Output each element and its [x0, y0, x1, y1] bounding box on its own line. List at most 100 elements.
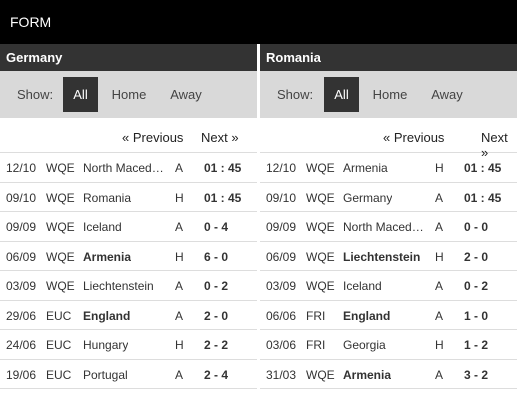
match-competition: WQE: [46, 220, 75, 234]
match-opponent: Armenia: [343, 367, 392, 382]
match-opponent: Romania: [83, 190, 132, 205]
match-date: 06/09: [6, 249, 37, 264]
match-competition: WQE: [46, 161, 75, 175]
match-venue: A: [435, 308, 444, 323]
match-row[interactable]: 06/09 WQE Liechtenstein H 2 - 0: [260, 242, 517, 271]
match-competition: EUC: [46, 338, 72, 352]
show-label: Show:: [17, 87, 54, 102]
previous-link[interactable]: « Previous: [122, 130, 184, 145]
tab-away[interactable]: Away: [170, 87, 202, 102]
match-opponent: England: [83, 308, 131, 323]
match-score: 2 - 2: [204, 338, 229, 352]
match-row[interactable]: 03/09 WQE Liechtenstein A 0 - 2: [0, 271, 257, 301]
match-row[interactable]: 03/09 WQE Iceland A 0 - 2: [260, 271, 517, 301]
match-row[interactable]: 09/09 WQE North Macedonia A 0 - 0: [260, 212, 517, 242]
match-venue: A: [175, 308, 184, 323]
match-row[interactable]: 12/10 WQE Armenia H 01 : 45: [260, 153, 517, 183]
match-venue: A: [175, 220, 184, 234]
match-competition: WQE: [46, 249, 75, 264]
pager: « Previous Next »: [0, 118, 257, 152]
match-venue: H: [435, 338, 444, 352]
match-venue: H: [435, 161, 444, 175]
match-competition: WQE: [306, 190, 335, 205]
tab-home[interactable]: Home: [372, 87, 408, 102]
match-date: 03/09: [266, 279, 297, 293]
match-opponent: Liechtenstein: [83, 279, 154, 293]
match-competition: WQE: [306, 279, 335, 293]
match-date: 03/06: [266, 338, 297, 352]
page-title: FORM: [10, 14, 52, 30]
match-venue: A: [175, 367, 184, 382]
match-score: 0 - 2: [204, 279, 229, 293]
team-name-romania: Romania: [260, 44, 517, 71]
match-list: 12/10 WQE North Macedonia A 01 : 45 09/10 WQE R…: [0, 152, 257, 389]
match-opponent: Armenia: [343, 161, 388, 175]
match-date: 06/06: [266, 308, 297, 323]
match-venue: A: [175, 161, 184, 175]
match-venue: H: [175, 338, 184, 352]
match-row[interactable]: 19/06 EUC Portugal A 2 - 4: [0, 360, 257, 389]
match-score: 0 - 0: [464, 220, 489, 234]
tab-away[interactable]: Away: [431, 87, 463, 102]
form-header-bar: FORM: [0, 0, 517, 44]
match-date: 09/09: [6, 220, 37, 234]
match-opponent: North Macedonia: [343, 220, 429, 234]
match-date: 09/10: [266, 190, 297, 205]
match-opponent: Portugal: [83, 367, 128, 382]
match-competition: WQE: [306, 249, 335, 264]
team-name-germany: Germany: [0, 44, 257, 71]
tab-all[interactable]: All: [324, 77, 359, 112]
match-score: 01 : 45: [204, 190, 242, 205]
match-score: 2 - 0: [204, 308, 229, 323]
match-row[interactable]: 06/09 WQE Armenia H 6 - 0: [0, 242, 257, 271]
previous-link[interactable]: « Previous: [383, 130, 445, 145]
tab-home[interactable]: Home: [111, 87, 147, 102]
match-opponent: England: [343, 308, 391, 323]
next-link[interactable]: Next »: [201, 130, 239, 145]
match-score: 1 - 2: [464, 338, 489, 352]
match-score: 01 : 45: [464, 190, 502, 205]
match-date: 29/06: [6, 308, 37, 323]
match-venue: A: [175, 279, 184, 293]
filter-bar: Show: All Home Away: [0, 71, 257, 118]
match-competition: WQE: [306, 367, 335, 382]
next-link[interactable]: Next »: [481, 130, 508, 160]
pager: « Previous Next »: [260, 118, 517, 160]
match-row[interactable]: 09/09 WQE Iceland A 0 - 4: [0, 212, 257, 242]
match-row[interactable]: 03/06 FRI Georgia H 1 - 2: [260, 330, 517, 360]
match-venue: H: [435, 249, 444, 264]
match-venue: A: [435, 220, 444, 234]
match-score: 6 - 0: [204, 249, 229, 264]
match-row[interactable]: 31/03 WQE Armenia A 3 - 2: [260, 360, 517, 389]
match-venue: H: [175, 249, 184, 264]
romania-panel: Romania Show: All Home Away « Previous N…: [260, 44, 517, 401]
match-opponent: Georgia: [343, 338, 386, 352]
match-score: 1 - 0: [464, 308, 489, 323]
filter-bar: Show: All Home Away: [260, 71, 517, 118]
match-competition: WQE: [306, 161, 335, 175]
match-date: 24/06: [6, 338, 37, 352]
match-competition: FRI: [306, 338, 326, 352]
match-opponent: Hungary: [83, 338, 129, 352]
match-opponent: Liechtenstein: [343, 249, 421, 264]
match-date: 09/10: [6, 190, 37, 205]
match-row[interactable]: 24/06 EUC Hungary H 2 - 2: [0, 330, 257, 360]
match-date: 19/06: [6, 367, 37, 382]
match-row[interactable]: 12/10 WQE North Macedonia A 01 : 45: [0, 153, 257, 183]
tab-all[interactable]: All: [63, 77, 98, 112]
match-row[interactable]: 09/10 WQE Germany A 01 : 45: [260, 183, 517, 212]
match-row[interactable]: 09/10 WQE Romania H 01 : 45: [0, 183, 257, 212]
match-date: 09/09: [266, 220, 297, 234]
match-opponent: Armenia: [83, 249, 132, 264]
match-opponent: North Macedonia: [83, 161, 169, 175]
match-opponent: Germany: [343, 190, 393, 205]
match-venue: H: [175, 190, 184, 205]
match-row[interactable]: 06/06 FRI England A 1 - 0: [260, 301, 517, 330]
match-row[interactable]: 29/06 EUC England A 2 - 0: [0, 301, 257, 330]
match-competition: WQE: [306, 220, 335, 234]
match-venue: A: [435, 190, 444, 205]
match-score: 0 - 4: [204, 220, 229, 234]
match-competition: FRI: [306, 308, 326, 323]
match-date: 12/10: [6, 161, 37, 175]
match-venue: A: [435, 367, 444, 382]
